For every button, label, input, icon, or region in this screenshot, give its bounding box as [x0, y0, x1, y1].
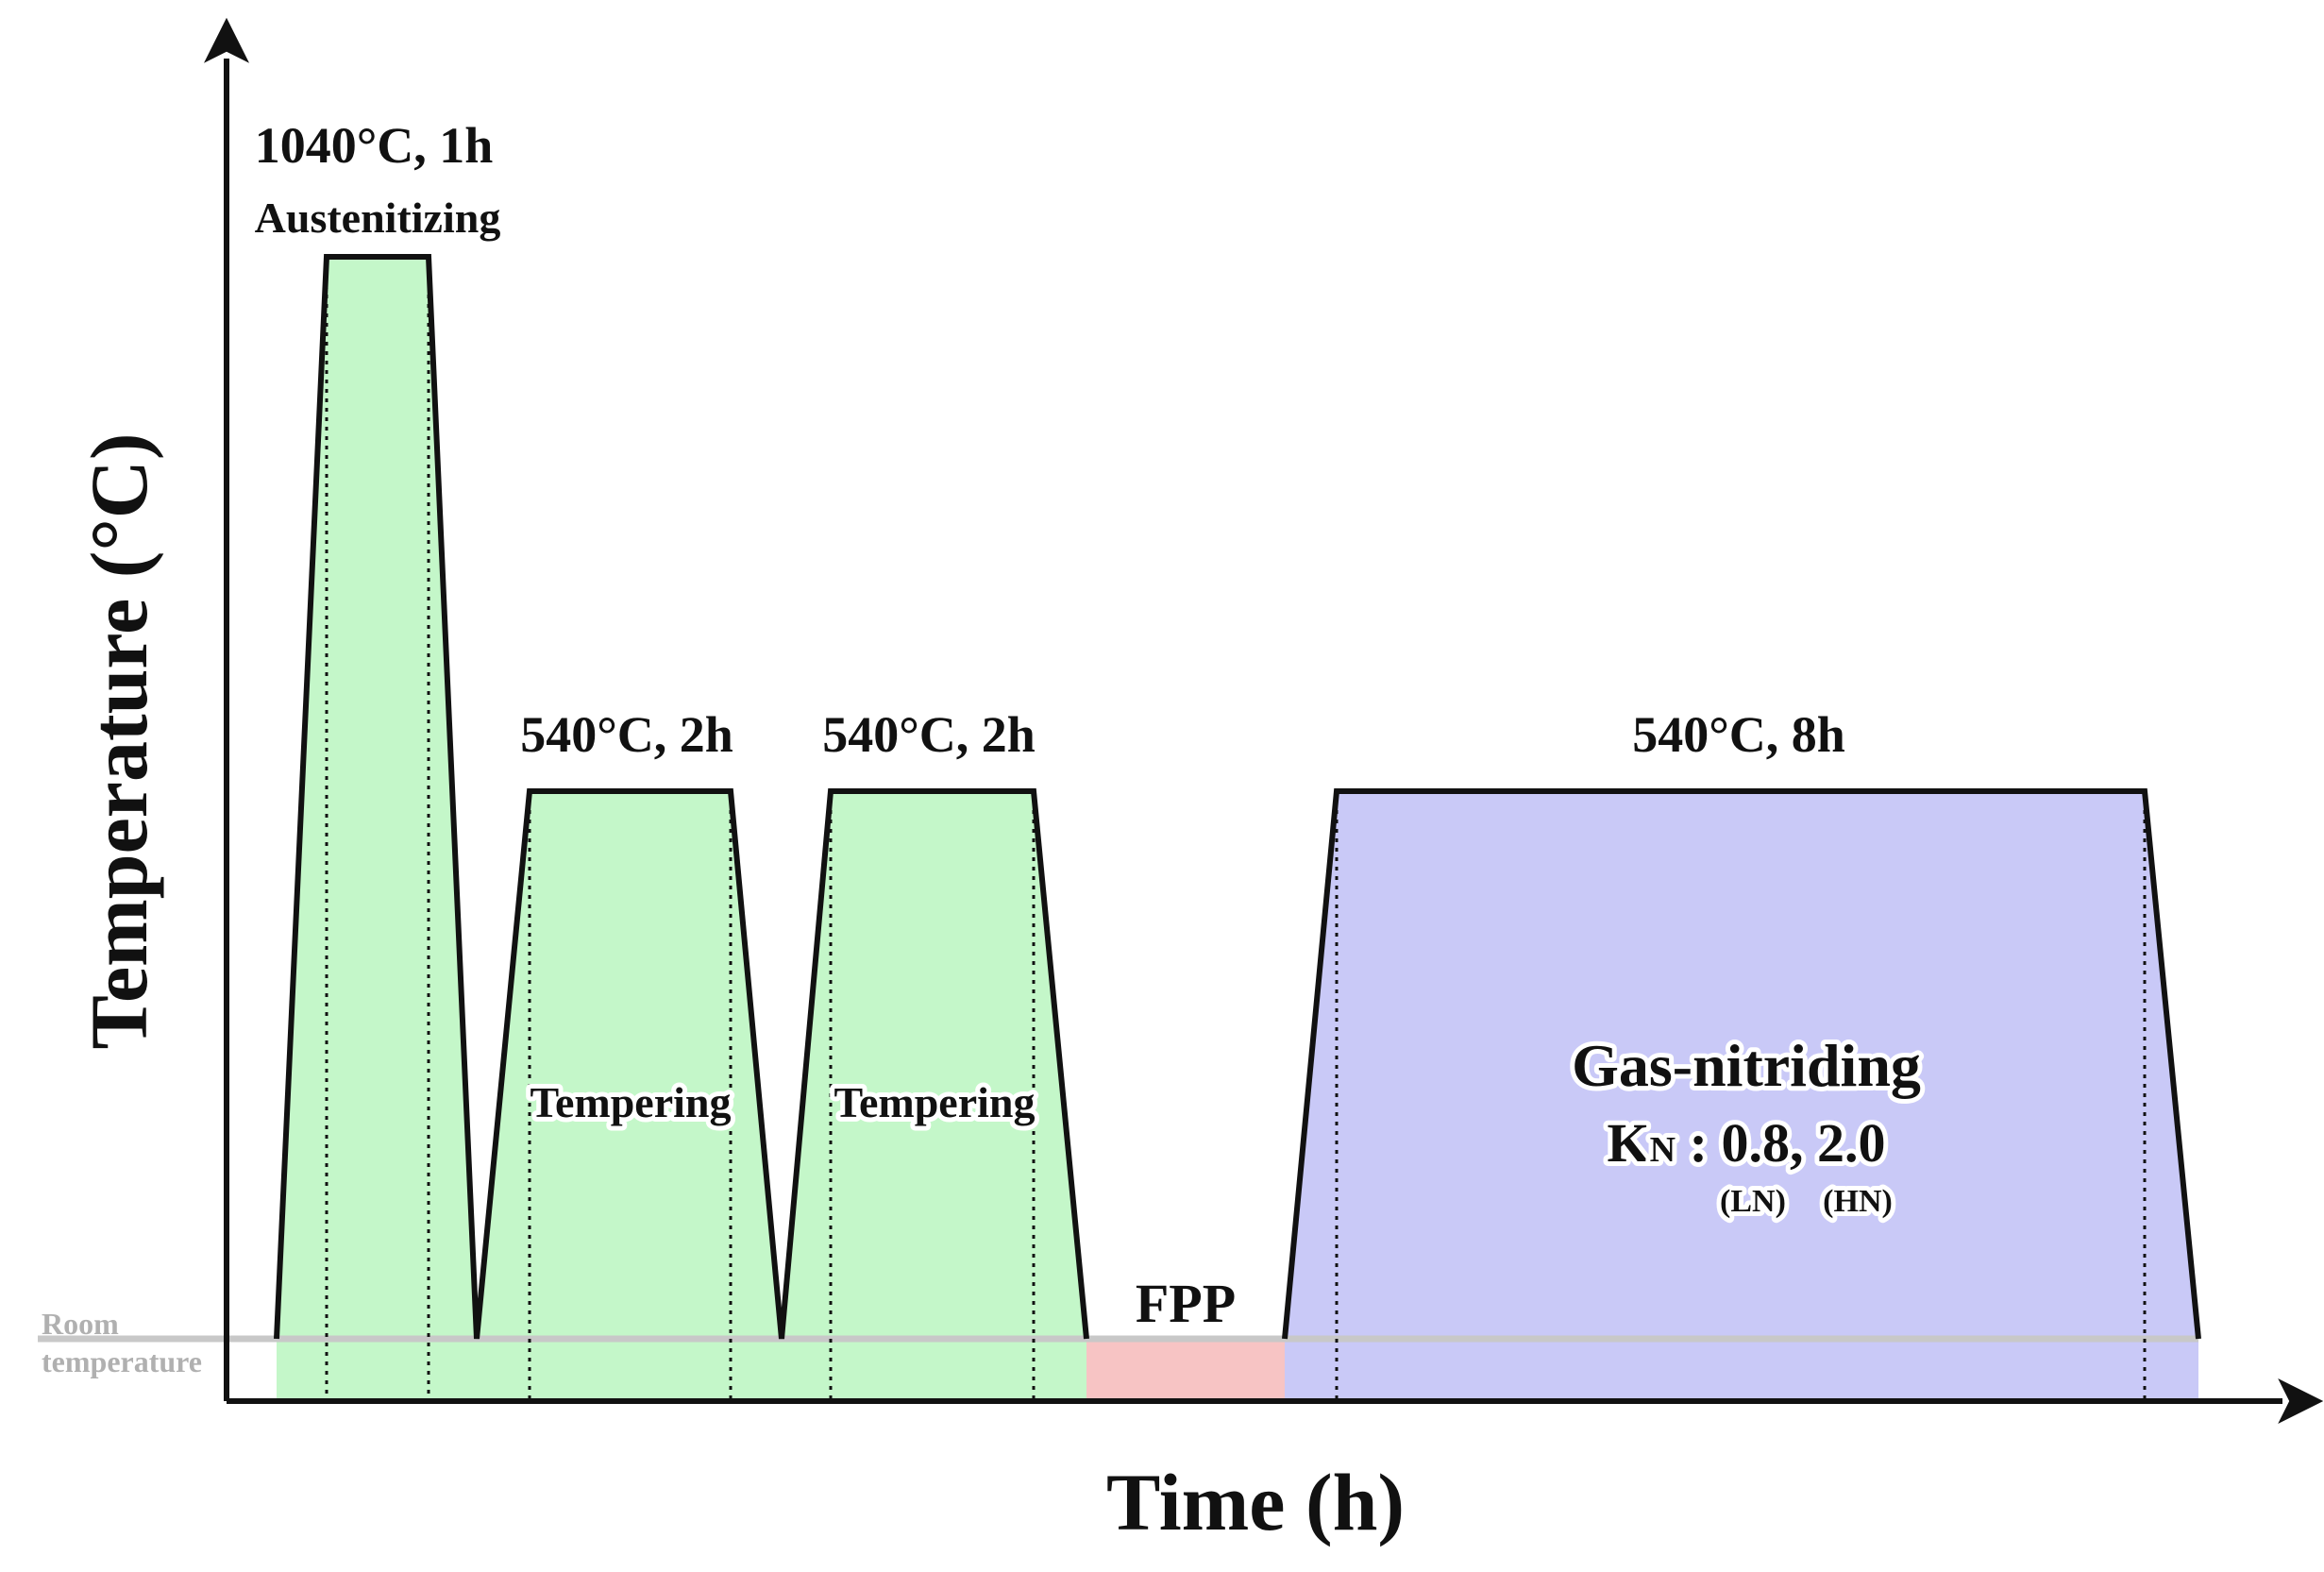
tempering-2-condition-label: 540°C, 2h [822, 706, 1036, 763]
tempering-2-label: Tempering [834, 1078, 1036, 1126]
fpp-label: FPP [1136, 1273, 1236, 1334]
gas-nitriding-label: Gas-nitriding [1572, 1032, 1921, 1099]
thermal-profile-nitriding [1282, 788, 2201, 1340]
thermal-profile-heat-treatment [274, 254, 1089, 1340]
ln-label: (LN) [1720, 1184, 1786, 1219]
tempering-1-region [477, 791, 782, 1339]
hn-label: (HN) [1823, 1184, 1893, 1219]
austenitizing-tempering-base [277, 1339, 1086, 1401]
gas-nitriding-condition-label: 540°C, 8h [1632, 706, 1845, 763]
austenitizing-label: Austenitizing [255, 194, 501, 242]
austenitizing-region [277, 257, 477, 1339]
gas-nitriding-region [1285, 791, 2198, 1339]
room-temperature-label-line1: Room [42, 1307, 119, 1341]
y-axis-title: Temperature (°C) [74, 433, 164, 1050]
austenitizing-condition-label: 1040°C, 1h [255, 117, 494, 174]
nitriding-base [1285, 1339, 2198, 1401]
room-temperature-label-line2: temperature [42, 1344, 202, 1378]
kn-values: : 0.8, 2.0 [1676, 1112, 1885, 1174]
dotted-guides [325, 257, 2147, 1401]
kn-subscript: N [1650, 1130, 1676, 1170]
fpp-band [1086, 1339, 1285, 1401]
kn-symbol: K [1608, 1112, 1650, 1174]
x-axis-title: Time (h) [1106, 1457, 1405, 1547]
nitriding-potential-label: KN : 0.8, 2.0 [1608, 1112, 1886, 1174]
tempering-1-label: Tempering [530, 1078, 732, 1126]
tempering-1-condition-label: 540°C, 2h [520, 706, 733, 763]
tempering-2-region [782, 791, 1086, 1339]
